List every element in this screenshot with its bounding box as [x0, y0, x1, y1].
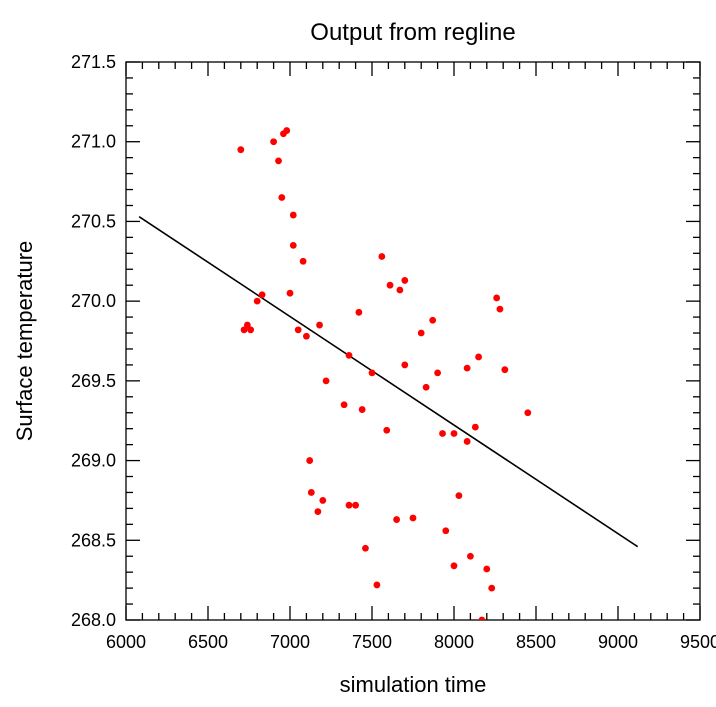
data-point: [451, 562, 458, 569]
data-point: [488, 585, 495, 592]
y-axis-label: Surface temperature: [12, 241, 37, 442]
scatter-chart: Output from regline simulation time Surfac…: [0, 0, 716, 707]
data-point: [524, 409, 531, 416]
data-point: [290, 212, 297, 219]
x-tick-label: 7500: [352, 632, 392, 652]
data-point: [393, 516, 400, 523]
data-point: [418, 330, 425, 337]
y-tick-label: 269.5: [71, 371, 116, 391]
data-point: [396, 287, 403, 294]
y-tick-label: 271.5: [71, 52, 116, 72]
y-tick-label: 269.0: [71, 451, 116, 471]
x-tick-label: 9000: [598, 632, 638, 652]
data-point: [464, 438, 471, 445]
data-point: [352, 502, 359, 509]
data-point: [383, 427, 390, 434]
data-point: [442, 527, 449, 534]
data-point: [300, 258, 307, 265]
x-tick-label: 8000: [434, 632, 474, 652]
data-point: [237, 146, 244, 153]
data-point: [278, 194, 285, 201]
y-tick-label: 268.0: [71, 610, 116, 630]
x-axis-label: simulation time: [340, 672, 487, 697]
x-tick-label: 6500: [188, 632, 228, 652]
chart-title: Output from regline: [310, 19, 515, 46]
data-point: [456, 492, 463, 499]
data-point: [410, 515, 417, 522]
data-point: [303, 333, 310, 340]
data-point: [493, 295, 500, 302]
y-tick-label: 271.0: [71, 132, 116, 152]
data-point: [247, 326, 254, 333]
data-point: [497, 306, 504, 313]
data-point: [306, 457, 313, 464]
data-point: [323, 377, 330, 384]
x-tick-label: 6000: [106, 632, 146, 652]
data-point: [362, 545, 369, 552]
data-point: [374, 582, 381, 589]
data-point: [283, 127, 290, 134]
data-point: [314, 508, 321, 515]
data-point: [423, 384, 430, 391]
data-point: [467, 553, 474, 560]
data-point: [290, 242, 297, 249]
data-point: [359, 406, 366, 413]
data-point: [387, 282, 394, 289]
data-point: [429, 317, 436, 324]
data-point: [295, 326, 302, 333]
data-point: [346, 502, 353, 509]
chart-container: Output from regline simulation time Surfac…: [0, 0, 716, 707]
data-point: [254, 298, 261, 305]
data-point: [346, 352, 353, 359]
data-point: [401, 277, 408, 284]
data-point: [501, 366, 508, 373]
y-tick-label: 270.5: [71, 211, 116, 231]
x-tick-label: 8500: [516, 632, 556, 652]
data-point: [287, 290, 294, 297]
data-point: [439, 430, 446, 437]
data-point: [316, 322, 323, 329]
data-point: [472, 424, 479, 431]
data-point: [401, 362, 408, 369]
x-tick-label: 9500: [680, 632, 716, 652]
data-point: [308, 489, 315, 496]
chart-background: [0, 0, 716, 707]
data-point: [341, 401, 348, 408]
data-point: [378, 253, 385, 260]
data-point: [475, 354, 482, 361]
data-point: [451, 430, 458, 437]
data-point: [434, 369, 441, 376]
data-point: [464, 365, 471, 372]
x-tick-label: 7000: [270, 632, 310, 652]
data-point: [369, 369, 376, 376]
y-tick-label: 268.5: [71, 530, 116, 550]
data-point: [355, 309, 362, 316]
y-tick-label: 270.0: [71, 291, 116, 311]
data-point: [270, 138, 277, 145]
data-point: [275, 157, 282, 164]
data-point: [319, 497, 326, 504]
data-point: [483, 566, 490, 573]
data-point: [259, 291, 266, 298]
